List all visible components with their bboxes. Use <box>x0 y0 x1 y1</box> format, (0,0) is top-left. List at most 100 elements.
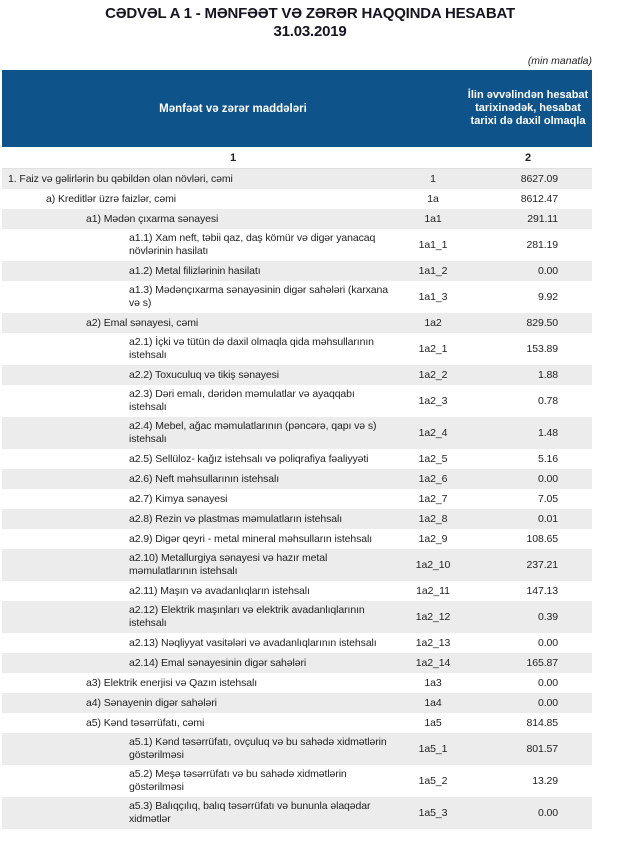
row-code: 1a2_11 <box>416 584 450 597</box>
table-row: a2.5) Sellüloz- kağız istehsalı və poliq… <box>2 449 592 469</box>
table-row: a2.2) Toxuculuq və tikiş sənayesi 1a2_2 1.… <box>2 365 592 385</box>
row-code: 1a4 <box>424 696 442 709</box>
table-row: a2.8) Rezin və plastmas məmulatların ist… <box>2 509 592 529</box>
table-row: a5.1) Kənd təsərrüfatı, ovçuluq və bu sa… <box>2 733 592 765</box>
row-value: 281.19 <box>526 238 558 251</box>
table-row: a3) Elektrik enerjisi və Qazın istehsalı… <box>2 673 592 693</box>
row-code: 1a2_6 <box>418 472 448 485</box>
row-code: 1a5_3 <box>418 806 448 819</box>
row-value: 0.01 <box>537 512 558 525</box>
row-value: 0.78 <box>537 394 558 407</box>
row-code: 1a2_12 <box>415 610 451 623</box>
row-code: 1a <box>427 192 439 205</box>
row-label: a2.4) Mebel, ağac məmulatlarının (pəncər… <box>129 420 377 445</box>
row-label: a2.10) Metallurgiya sənayesi və hazır me… <box>129 552 328 577</box>
table-row: a1) Mədən çıxarma sənayesi 1a1 291.11 <box>2 209 592 229</box>
row-code: 1a2_14 <box>415 656 451 669</box>
row-value: 165.87 <box>526 656 558 669</box>
row-code: 1a2_9 <box>418 532 448 545</box>
column-number-row: 1 2 <box>2 147 592 169</box>
row-code: 1a2_8 <box>418 512 448 525</box>
row-label: a2.2) Toxuculuq və tikiş sənayesi <box>129 368 280 381</box>
row-label: a1.1) Xam neft, təbii qaz, daş kömür və … <box>129 232 376 257</box>
unit-note: (min manatla) <box>527 55 592 67</box>
row-code: 1a2_3 <box>418 394 448 407</box>
row-code: 1a5 <box>424 716 442 729</box>
report-title: CƏDVƏL A 1 - MƏNFƏƏT VƏ ZƏRƏR HAQQINDA H… <box>0 5 620 41</box>
row-value: 13.29 <box>532 774 558 787</box>
row-label: a2.6) Neft məhsullarının istehsalı <box>129 472 280 485</box>
row-value: 5.16 <box>537 452 558 465</box>
row-value: 108.65 <box>526 532 558 545</box>
table-row: a2.4) Mebel, ağac məmulatlarının (pəncər… <box>2 417 592 449</box>
row-value: 0.00 <box>537 806 558 819</box>
row-code: 1a2_4 <box>418 426 448 439</box>
report-page: CƏDVƏL A 1 - MƏNFƏƏT VƏ ZƏRƏR HAQQINDA H… <box>0 5 620 859</box>
row-value: 7.05 <box>537 492 558 505</box>
row-value: 153.89 <box>526 342 558 355</box>
row-value: 237.21 <box>526 558 558 571</box>
column-number-1: 1 <box>229 151 237 164</box>
table-row: a2.9) Digər qeyri - metal mineral məhsul… <box>2 529 592 549</box>
row-label: a2.1) İçki və tütün də daxil olmaqla qid… <box>129 336 374 361</box>
items-column-header: Mənfəət və zərər maddələri <box>159 102 307 115</box>
row-label: a5.1) Kənd təsərrüfatı, ovçuluq və bu sa… <box>129 736 387 761</box>
table-row: a2.3) Dəri emalı, dəridən məmulatlar və … <box>2 385 592 417</box>
row-value: 0.00 <box>537 676 558 689</box>
row-code: 1a1_2 <box>418 264 448 277</box>
profit-loss-table: Mənfəət və zərər maddələri İlin əvvəlind… <box>2 70 592 829</box>
row-label: a2.14) Emal sənayesinin digər sahələri <box>129 656 307 669</box>
row-label: 1. Faiz və gəlirlərin bu qəbildən olan n… <box>8 172 233 185</box>
table-row: a5.2) Meşə təsərrüfatı və bu sahədə xidm… <box>2 765 592 797</box>
table-row: a2.1) İçki və tütün də daxil olmaqla qid… <box>2 333 592 365</box>
row-label: a2.13) Nəqliyyat vasitələri və avadanlıq… <box>129 636 377 649</box>
row-value: 8627.09 <box>520 172 558 185</box>
row-value: 814.85 <box>526 716 558 729</box>
period-column-header: İlin əvvəlindən hesabat tarixinədək, hes… <box>467 89 589 127</box>
row-label: a2.11) Maşın və avadanlıqların istehsalı <box>129 584 310 597</box>
table-row: a2.11) Maşın və avadanlıqların istehsalı… <box>2 581 592 601</box>
row-value: 0.39 <box>537 610 558 623</box>
row-value: 1.88 <box>537 368 558 381</box>
row-value: 0.00 <box>537 696 558 709</box>
table-body: 1. Faiz və gəlirlərin bu qəbildən olan n… <box>2 169 592 829</box>
row-label: a1.3) Mədənçıxarma sənayəsinin digər sah… <box>129 284 388 309</box>
table-row: a1.2) Metal filizlərinin hasilatı 1a1_2 0.… <box>2 261 592 281</box>
row-label: a2.12) Elektrik maşınları və elektrik av… <box>129 604 365 629</box>
table-header: Mənfəət və zərər maddələri İlin əvvəlind… <box>2 70 592 147</box>
row-value: 0.00 <box>537 472 558 485</box>
row-code: 1a3 <box>424 676 442 689</box>
row-label: a5.2) Meşə təsərrüfatı və bu sahədə xidm… <box>129 768 347 793</box>
table-row: a1.3) Mədənçıxarma sənayəsinin digər sah… <box>2 281 592 313</box>
row-value: 9.92 <box>537 290 558 303</box>
table-row: a) Kreditlər üzrə faizlər, cəmi 1a 8612.47 <box>2 189 592 209</box>
report-title-date: 31.03.2019 <box>273 23 347 40</box>
table-row: a5) Kənd təsərrüfatı, cəmi 1a5 814.85 <box>2 713 592 733</box>
row-code: 1a2_7 <box>418 492 448 505</box>
row-code: 1a5_2 <box>418 774 448 787</box>
report-title-line1: CƏDVƏL A 1 - MƏNFƏƏT VƏ ZƏRƏR HAQQINDA H… <box>105 5 515 22</box>
row-code: 1a1 <box>424 212 442 225</box>
row-label: a5.3) Balıqçılıq, balıq təsərrüfatı və b… <box>129 800 371 825</box>
table-row: a2.6) Neft məhsullarının istehsalı 1a2_6 0… <box>2 469 592 489</box>
table-row: a2.13) Nəqliyyat vasitələri və avadanlıq… <box>2 633 592 653</box>
row-label: a5) Kənd təsərrüfatı, cəmi <box>86 716 205 729</box>
table-row: a2.10) Metallurgiya sənayesi və hazır me… <box>2 549 592 581</box>
row-code: 1a2_2 <box>418 368 448 381</box>
column-number-2: 2 <box>524 151 532 164</box>
row-label: a3) Elektrik enerjisi və Qazın istehsalı <box>86 676 258 689</box>
row-value: 801.57 <box>526 742 558 755</box>
row-value: 8612.47 <box>520 192 558 205</box>
row-label: a2.9) Digər qeyri - metal mineral məhsul… <box>129 532 373 545</box>
row-value: 1.48 <box>537 426 558 439</box>
row-code: 1a1_3 <box>418 290 448 303</box>
row-label: a2.3) Dəri emalı, dəridən məmulatlar və … <box>129 388 355 413</box>
row-label: a1.2) Metal filizlərinin hasilatı <box>129 264 261 277</box>
table-row: 1. Faiz və gəlirlərin bu qəbildən olan n… <box>2 169 592 189</box>
table-row: a4) Sənayenin digər sahələri 1a4 0.00 <box>2 693 592 713</box>
table-row: a5.3) Balıqçılıq, balıq təsərrüfatı və b… <box>2 797 592 829</box>
row-label: a1) Mədən çıxarma sənayesi <box>86 212 219 225</box>
row-value: 829.50 <box>526 316 558 329</box>
row-code: 1 <box>430 172 436 185</box>
row-code: 1a1_1 <box>418 238 448 251</box>
